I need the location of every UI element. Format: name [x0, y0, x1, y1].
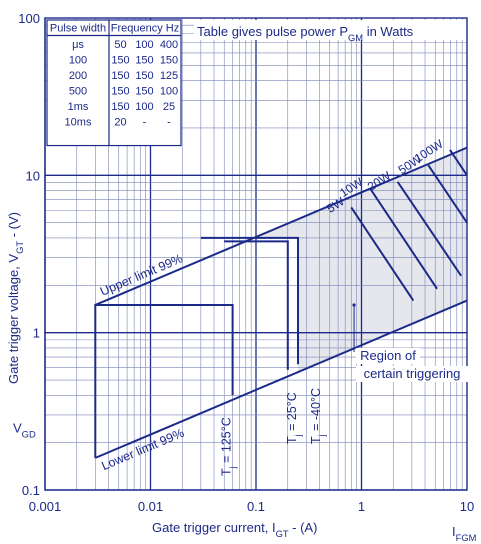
shaded-region	[253, 147, 467, 373]
table-cell: 10ms	[65, 117, 92, 129]
certain-triggering-shade	[253, 147, 467, 373]
y-tick-label: 0.1	[22, 483, 40, 498]
y-tick-label: 100	[18, 11, 40, 26]
x-tick-label: 0.01	[138, 499, 163, 514]
table-cell: μs	[72, 39, 84, 51]
x-tick-label: 1	[358, 499, 365, 514]
trigger-box-2	[224, 240, 289, 370]
table-cell: 500	[69, 86, 87, 98]
table-cell: 150	[135, 70, 153, 82]
x-tick-label: 0.1	[247, 499, 265, 514]
table-cell: 100	[160, 86, 178, 98]
x-tick-label: 0.001	[29, 499, 62, 514]
table-cell: 150	[135, 55, 153, 67]
table-border	[46, 19, 182, 147]
table-header-pulse-width: Pulse width	[50, 23, 106, 35]
table-cell: 150	[111, 55, 129, 67]
table-cell: 100	[69, 55, 87, 67]
region-label-bg	[356, 366, 468, 382]
lower-limit-line	[94, 299, 468, 459]
trigger-box-3	[200, 236, 299, 365]
table-cell: 125	[160, 70, 178, 82]
table-note-bg	[194, 20, 466, 40]
y-tick-label: 1	[33, 326, 40, 341]
ifgm-label: IFGM	[452, 524, 477, 543]
table-cell: 400	[160, 39, 178, 51]
temperature-label: Tj = 125°C	[220, 417, 238, 476]
table-cell: -	[143, 117, 147, 129]
table-background	[47, 20, 181, 146]
trigger-box-1	[94, 304, 234, 458]
lower-limit-label: Lower limit 99%	[99, 426, 186, 473]
table-cell: 150	[111, 86, 129, 98]
power-curve-50w	[427, 164, 468, 224]
y-tick-label: 10	[26, 168, 40, 183]
region-label-line: Region of	[360, 348, 416, 363]
power-curve-10w	[369, 187, 438, 290]
table-cell: 200	[69, 70, 87, 82]
pulse-power-table: Pulse width Frequency Hz μs 50 100 400 100 150 1…	[46, 19, 466, 147]
x-axis-label: Gate trigger current, IGT - (A)	[152, 520, 317, 539]
table-cell: 150	[135, 86, 153, 98]
table-cell: -	[167, 117, 171, 129]
table-cell: 150	[160, 55, 178, 67]
table-cell: 1ms	[68, 101, 89, 113]
table-note: Table gives pulse power PGM in Watts	[197, 24, 414, 43]
upper-limit-line	[94, 146, 468, 306]
temperature-label: Tj = -40°C	[309, 388, 327, 444]
x-tick-label: 10	[460, 499, 474, 514]
table-cell: 25	[163, 101, 175, 113]
plot-frame	[44, 17, 468, 491]
power-curve-5w	[350, 206, 415, 302]
table-cell: 150	[111, 101, 129, 113]
table-cell: 100	[135, 39, 153, 51]
temperature-label: Tj = 25°C	[285, 392, 303, 444]
power-curve-20w	[396, 181, 462, 277]
region-label-bg	[356, 348, 420, 364]
table-header-frequency: Frequency Hz	[111, 23, 179, 35]
table-cell: 150	[111, 70, 129, 82]
vgd-label: VGD	[13, 420, 36, 439]
table-cell: 50	[114, 39, 126, 51]
region-label-line: certain triggering	[364, 366, 461, 381]
table-cell: 100	[135, 101, 153, 113]
upper-limit-label: Upper limit 99%	[98, 251, 185, 298]
table-cell: 20	[114, 117, 126, 129]
y-axis-label: Gate trigger voltage, VGT - (V)	[6, 212, 25, 384]
table-cells: Pulse width Frequency Hz μs 50 100 400 100 150 1…	[50, 23, 179, 129]
